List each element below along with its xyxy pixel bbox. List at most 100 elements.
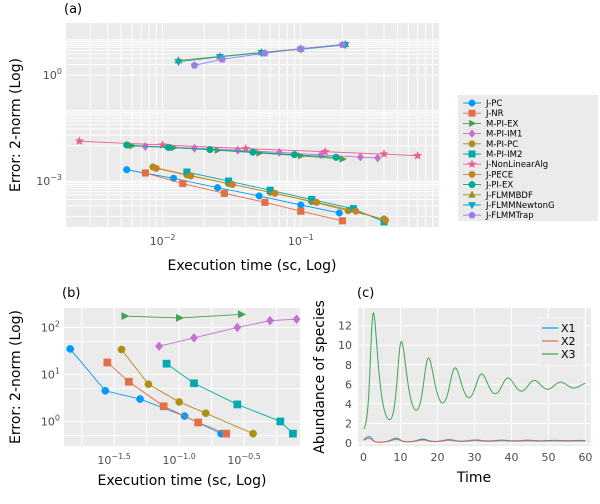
panel-c-series-x3: [363, 312, 586, 430]
panel-a-series-line: [126, 144, 337, 158]
panel-a-data-point: [297, 207, 305, 215]
panel-c-legend-label: X2: [561, 335, 576, 348]
panel-a-legend-label: J-PI-EX: [485, 181, 513, 191]
panel-b-data-point: [162, 359, 171, 368]
panel-c-x-ticks: 0 10 20 30 40 50 60: [360, 451, 592, 464]
panel-b-data-point: [121, 312, 130, 321]
panel-a-x-ticks: 10−2 10−1: [150, 233, 314, 248]
panel-a-legend-label: M-PI-EX: [486, 119, 518, 129]
panel-a-y-ticks: 10−3 100: [36, 67, 62, 188]
panel-a-legend-label: J-FLMMBDF: [485, 191, 533, 201]
panel-c-series-x1: [363, 436, 586, 443]
panel-a-data-point: [164, 143, 172, 151]
panel-a-data-point: [297, 44, 305, 52]
panel-b-data-point: [249, 429, 257, 438]
panel-a-legend-marker: [468, 181, 476, 189]
panel-b: (b) 10−1.5 10−1.0 10−0.5 100 101 102 Executi…: [8, 286, 301, 489]
panel-b-x-tick-label: 10−0.5: [227, 452, 260, 467]
panel-c-y-tick-label: 8: [345, 359, 352, 372]
panel-c-y-tick-label: 4: [345, 398, 352, 411]
panel-a-data-point: [228, 180, 236, 189]
panel-a-legend-marker: [468, 202, 476, 210]
panel-a-series-j-nonlinearalg: [74, 136, 423, 160]
panel-b-x-tick-label: 10−1.0: [162, 452, 195, 467]
panel-c-y-tick-label: 2: [345, 417, 352, 430]
panel-a-data-point: [152, 164, 160, 172]
panel-a-data-point: [261, 49, 269, 57]
panel-a-data-point: [338, 217, 346, 225]
panel-a-legend-marker: [468, 150, 476, 158]
panel-a-data-point: [332, 153, 340, 161]
panel-b-data-point: [194, 418, 203, 427]
panel-b-data-point: [136, 395, 144, 403]
panel-a-legend-marker: [468, 170, 476, 178]
panel-a-y-tick-label: 100: [43, 67, 62, 82]
panel-b-plot-area: [64, 308, 300, 446]
panel-a-legend-box: [458, 95, 598, 221]
panel-a-legend-label: J-PECE: [485, 170, 513, 180]
panel-a-legend-marker: [468, 109, 476, 117]
panel-a-data-point: [141, 142, 149, 152]
panel-b-data-point: [190, 379, 198, 388]
panel-a-legend-label: M-PI-PC: [486, 140, 518, 150]
panel-a-legend-label: J-FLMMTrap: [485, 211, 534, 221]
panel-a-data-point: [275, 147, 284, 157]
panel-a-data-point: [338, 40, 347, 48]
panel-c-y-tick-label: 10: [338, 339, 352, 352]
panel-a-x-tick-label: 10−2: [150, 233, 176, 248]
panel-a-legend-marker: [468, 129, 476, 139]
panel-b-data-point: [101, 386, 110, 395]
panel-b-data-point: [159, 402, 168, 411]
panel-b-data-point: [155, 341, 163, 352]
panel-a-legend-marker: [467, 159, 477, 169]
panel-b-data-point: [144, 380, 153, 389]
panel-b-series-5: [121, 310, 247, 322]
panel-a-data-point: [206, 146, 214, 154]
panel-c-x-tick-label: 60: [578, 451, 592, 464]
panel-a-x-tick-label: 10−1: [288, 233, 314, 248]
panel-b-series-2: [103, 358, 231, 438]
panel-b-data-point: [289, 429, 297, 438]
panel-a-legend-marker: [468, 140, 476, 148]
panel-b-data-point: [201, 409, 210, 418]
panel-b-data-point: [190, 333, 198, 343]
panel-a-series-line: [126, 169, 340, 214]
panel-c-series: [363, 312, 586, 443]
panel-a-data-point: [261, 198, 269, 206]
panel-a-data-point: [379, 149, 389, 159]
panel-a-data-point: [220, 189, 228, 197]
panel-a-legend-label: M-PI-IM1: [486, 130, 522, 140]
panel-a-data-point: [374, 153, 382, 163]
panel-b-y-tick-label: 101: [41, 366, 60, 381]
panel-b-y-label: Error: 2-norm (Log): [8, 310, 24, 444]
panel-a-data-point: [290, 151, 299, 159]
panel-b-data-point: [233, 322, 242, 333]
panel-b-y-ticks: 100 101 102: [41, 319, 60, 428]
panel-b-data-point: [276, 417, 285, 426]
panel-b-y-tick-label: 102: [41, 319, 60, 334]
panel-b-data-point: [117, 345, 126, 354]
panel-a-data-point: [320, 146, 330, 156]
panel-b-series: [66, 310, 301, 438]
panel-a-data-point: [255, 192, 263, 200]
panel-a-legend-label: J-NonLinearAlg: [485, 160, 548, 170]
panel-a-label: (a): [64, 2, 82, 17]
panel-c-x-tick-label: 10: [394, 451, 408, 464]
panel-c-legend-label: X3: [561, 348, 576, 361]
panel-a-data-point: [74, 136, 85, 146]
panel-a-data-point: [297, 201, 305, 209]
panel-a-data-point: [271, 189, 279, 197]
panel-a-series-j-pi-ex: [123, 141, 340, 161]
panel-b-data-point: [124, 377, 133, 386]
panel-c-x-tick-label: 20: [431, 451, 445, 464]
panel-a-data-point: [381, 216, 390, 224]
panel-a-series: [74, 39, 423, 226]
panel-a-data-point: [214, 184, 222, 192]
panel-c-y-tick-label: 12: [338, 320, 352, 333]
panel-a-data-point: [249, 148, 257, 156]
panel-a-data-point: [169, 174, 178, 182]
panel-a-data-point: [123, 141, 131, 149]
panel-b-x-tick-label: 10−1.5: [97, 452, 130, 467]
